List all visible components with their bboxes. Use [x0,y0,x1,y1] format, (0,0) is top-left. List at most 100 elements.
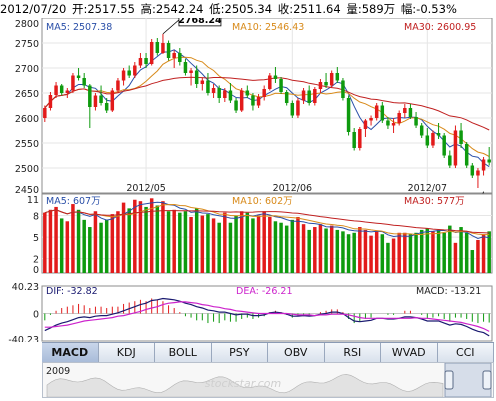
volume-bar [436,229,441,273]
dea-legend: DEA: -26.21 [236,286,293,297]
quote-open: 开:2517.55 [71,2,135,16]
quote-close: 收:2511.64 [277,2,341,16]
candle-body [149,42,154,64]
candle-body [363,120,368,129]
candle-body [144,58,148,64]
candle-body [262,89,266,97]
candle-body [82,78,86,86]
volume-bar [487,231,491,273]
candle-body [65,90,70,93]
volume-bar [43,212,47,273]
date-tick-label: 2012/06 [273,183,312,194]
volume-bar [256,215,261,273]
candle-body [54,85,58,95]
candle-body [313,89,317,103]
volume-bar [262,211,266,273]
quote-header: 2012/07/20 开:2517.55 高:2542.24 低:2505.34… [0,0,496,18]
candle-body [425,135,430,146]
candle-body [239,90,244,111]
candle-body [476,170,480,176]
volume-bar [200,215,205,273]
candle-body [273,75,278,79]
volume-bar [363,229,368,273]
candle-body [369,118,373,121]
volume-bar [155,205,160,273]
volume-bar [419,229,424,273]
candle-body [116,80,120,91]
volume-ma10-line [44,203,490,236]
candle-body [121,70,126,81]
volume-bar [329,225,334,273]
volume-ma5-legend: MA5: 607万 [46,196,101,207]
volume-bar [88,227,92,273]
ma30-line [44,76,490,131]
tab-psy[interactable]: PSY [212,343,268,362]
tab-kdj[interactable]: KDJ [99,343,155,362]
volume-bar [476,239,480,273]
macd-legend: MACD: -13.21 [416,286,481,297]
candle-body [71,75,75,91]
candle-body [284,92,289,103]
navigator-right-handle[interactable] [482,370,492,390]
tab-cci[interactable]: CCI [438,343,494,362]
candle-body [352,132,356,148]
navigator-left-handle[interactable] [444,370,454,390]
candle-body [431,133,435,146]
tab-rsi[interactable]: RSI [325,343,381,362]
macd-tick-label: 40.23 [12,282,39,293]
volume-bar [166,211,171,273]
price-tick-label: 2550 [15,139,39,150]
quote-date: 2012/07/20 [0,2,67,16]
volume-tick-label: 11 [27,195,39,206]
volume-bar [369,235,373,273]
price-tick-label: 2700 [15,64,39,75]
volume-bar [284,225,289,273]
candle-body [358,129,362,148]
price-tick-label: 2600 [15,114,39,125]
price-tick-label: 2450 [15,185,39,196]
volume-ma30-legend: MA30: 577万 [404,196,465,207]
navigator-area [46,374,444,398]
volume-bar [313,227,317,273]
candle-body [403,108,407,113]
candle-body [161,43,165,53]
volume-ma30-line [44,209,490,234]
volume-bar [391,238,396,273]
volume-bar [194,208,199,273]
volume-bar [82,219,86,273]
volume-bar [144,206,148,273]
candle-body [307,90,311,103]
candle-body [133,65,137,76]
volume-bar [76,209,81,273]
volume-bar [464,232,469,273]
macd-tick-label: -40.23 [8,335,39,342]
volume-bar [296,216,300,273]
time-navigator[interactable]: 2009 stockstar.com [42,362,494,398]
volume-bar [178,212,182,273]
tab-boll[interactable]: BOLL [155,343,212,362]
volume-bar [380,234,385,273]
candle-body [464,144,469,166]
navigator-year-label: 2009 [46,366,70,377]
candle-body [93,95,98,107]
annotation-box [178,18,222,27]
volume-bar [54,206,58,273]
candle-body [189,70,193,73]
tab-macd[interactable]: MACD [42,343,99,362]
candle-body [211,88,216,93]
volume-bar [211,218,216,273]
volume-bar [448,225,452,273]
volume-bar [93,211,98,273]
candle-body [99,95,103,103]
volume-bar [335,229,340,273]
price-tick-label: 2500 [15,164,39,175]
candle-body [172,53,176,58]
candle-body [301,90,306,101]
volume-bar [408,234,413,273]
indicator-tab-bar: MACD KDJ BOLL PSY OBV RSI WVAD CCI [42,342,494,363]
tab-obv[interactable]: OBV [268,343,325,362]
date-tick-label: 2012/05 [126,183,165,194]
candle-body [138,58,143,66]
price-tick-label: 2650 [15,89,39,100]
tab-wvad[interactable]: WVAD [381,343,438,362]
